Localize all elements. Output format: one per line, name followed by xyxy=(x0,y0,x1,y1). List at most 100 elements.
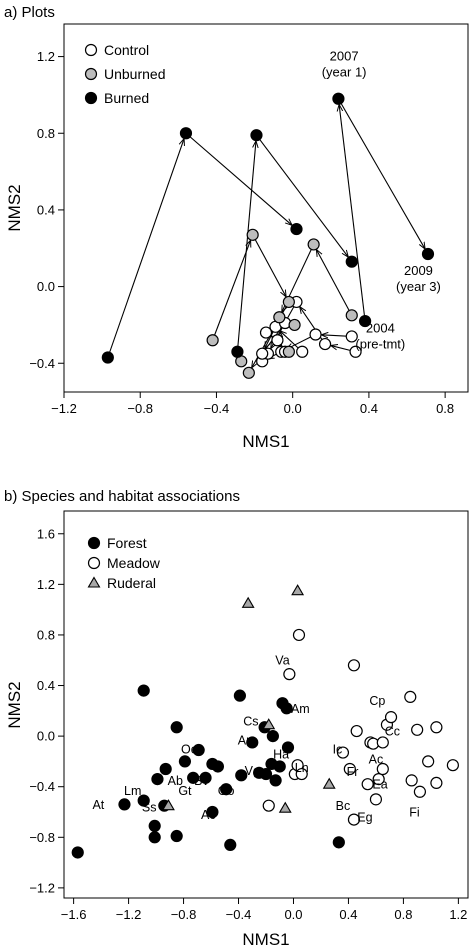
panel-a-y-tick-label: 0.8 xyxy=(37,126,55,141)
annotation-text: (year 3) xyxy=(396,279,441,294)
point-meadow xyxy=(347,659,361,672)
annotation-text: (pre-tmt) xyxy=(355,337,405,352)
point-forest xyxy=(281,741,295,754)
point-burned xyxy=(231,345,244,358)
trajectory-arrow-unburned xyxy=(316,250,353,316)
species-label: Eg xyxy=(357,811,372,825)
legend-marker-meadow xyxy=(87,556,101,570)
panel-plots: a) Plots NMS2 NMS1 −1.2 −0.8 −0.4 0.0 0.4 0.8… xyxy=(4,4,469,451)
point-meadow xyxy=(336,746,350,759)
point-burned xyxy=(421,247,435,261)
point-unburned xyxy=(206,334,219,347)
species-label: Ea xyxy=(372,778,387,792)
point-forest xyxy=(266,730,279,743)
point-burned xyxy=(345,255,358,268)
point-burned xyxy=(250,129,263,142)
point-unburned xyxy=(242,366,255,379)
point-forest xyxy=(192,743,205,757)
panel-a-y-tick-label: −0.4 xyxy=(29,356,55,371)
species-label: Fr xyxy=(347,765,359,779)
species-label: Am xyxy=(291,702,310,716)
point-meadow xyxy=(404,690,417,704)
species-label: Ic xyxy=(333,742,343,756)
species-label: Bv xyxy=(194,774,209,788)
point-forest xyxy=(170,829,183,843)
point-meadow xyxy=(446,759,459,772)
panel-a-x-tick-label: −0.4 xyxy=(204,401,230,416)
trajectory-arrow-control xyxy=(300,307,326,345)
point-unburned xyxy=(282,295,295,309)
species-label: Vg xyxy=(245,764,260,778)
panel-a-legend: Control Unburned Burned xyxy=(84,42,166,106)
trajectory-arrow-burned xyxy=(256,134,348,257)
point-control xyxy=(318,337,332,351)
point-meadow xyxy=(405,774,418,787)
point-meadow xyxy=(350,724,363,738)
point-forest xyxy=(206,805,219,819)
point-ruderal xyxy=(262,718,276,730)
point-unburned xyxy=(288,318,301,332)
species-label: At xyxy=(92,798,104,812)
species-label: Ha xyxy=(273,747,289,761)
legend-marker-unburned xyxy=(84,67,98,81)
point-forest xyxy=(159,762,172,776)
point-burned xyxy=(290,222,303,236)
point-control xyxy=(256,347,269,360)
panel-b-x-tick-label: 1.2 xyxy=(449,907,467,922)
point-control xyxy=(309,328,322,341)
species-label: Fi xyxy=(409,806,419,820)
panel-a-title: a) Plots xyxy=(4,4,55,21)
point-control xyxy=(349,345,362,358)
point-forest xyxy=(332,836,345,849)
panel-a-points xyxy=(101,92,435,379)
legend-label-forest: Forest xyxy=(107,535,147,551)
panel-b-y-tick-label: 1.6 xyxy=(37,526,55,541)
point-meadow xyxy=(430,776,443,790)
point-forest xyxy=(148,831,161,844)
point-ruderal xyxy=(291,584,305,596)
panel-a-x-tick-label: 0.0 xyxy=(284,401,302,416)
species-label: Bc xyxy=(336,799,351,813)
point-meadow xyxy=(347,813,361,826)
point-forest xyxy=(220,783,233,796)
panel-b-y-tick-label: −1.2 xyxy=(29,880,55,895)
panel-b-x-tick-label: 0.8 xyxy=(394,907,412,922)
species-label: Ln xyxy=(295,761,309,775)
point-meadow xyxy=(295,767,308,781)
point-meadow xyxy=(369,793,383,806)
point-unburned xyxy=(246,228,259,241)
point-control xyxy=(296,345,309,358)
panel-b-x-axis-label: NMS1 xyxy=(242,930,289,949)
species-label: Ss xyxy=(142,800,157,814)
legend-marker-forest xyxy=(87,536,101,550)
point-forest xyxy=(233,689,246,702)
point-forest xyxy=(259,767,273,781)
point-meadow xyxy=(292,628,306,642)
trajectory-arrow-unburned xyxy=(252,234,286,297)
panel-b-y-ticks: −1.2 −0.8 −0.4 0.0 0.4 0.8 1.2 1.6 xyxy=(29,526,64,895)
legend-marker-control xyxy=(84,43,98,57)
point-ruderal xyxy=(161,799,175,811)
panel-a-y-ticks: −0.4 0.0 0.4 0.8 1.2 xyxy=(29,49,64,371)
point-unburned xyxy=(273,311,286,324)
species-label: An xyxy=(238,733,253,747)
point-forest xyxy=(224,838,237,851)
panel-b-legend: Forest Meadow Ruderal xyxy=(87,535,161,591)
point-meadow xyxy=(430,721,443,734)
panel-a-y-axis-label: NMS2 xyxy=(5,184,24,231)
point-control xyxy=(271,334,284,347)
panel-b-x-tick-label: −0.4 xyxy=(226,907,252,922)
legend-label-control: Control xyxy=(104,42,149,58)
point-meadow xyxy=(384,711,398,724)
panel-b-y-tick-label: −0.4 xyxy=(29,779,55,794)
point-meadow xyxy=(372,773,385,786)
legend-label-meadow: Meadow xyxy=(107,555,161,571)
point-meadow xyxy=(361,778,374,791)
species-label: Cc xyxy=(385,725,400,739)
species-label: Cp xyxy=(369,694,385,708)
point-meadow xyxy=(343,762,356,776)
point-forest xyxy=(273,760,286,773)
point-forest xyxy=(199,771,212,784)
panel-b-x-tick-label: −0.8 xyxy=(171,907,197,922)
